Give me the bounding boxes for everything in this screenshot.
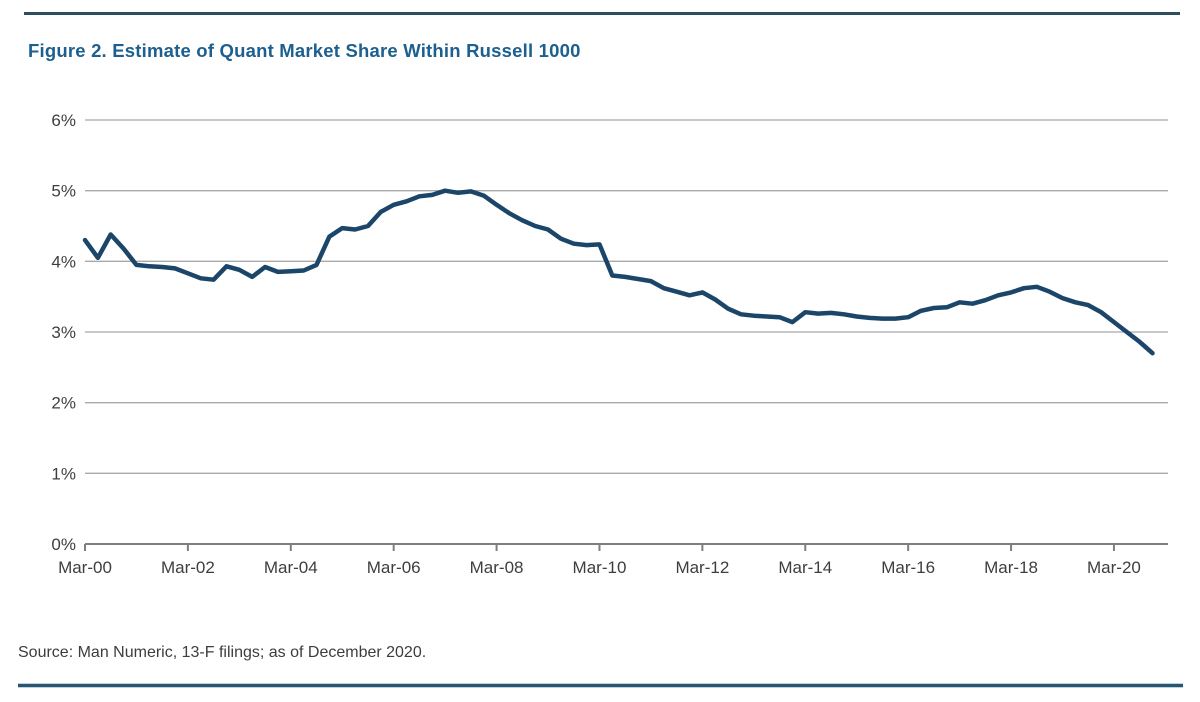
x-tick-label-Mar-18: Mar-18: [984, 558, 1038, 577]
x-tick-label-Mar-16: Mar-16: [881, 558, 935, 577]
y-tick-label-6%: 6%: [51, 111, 76, 130]
quant-market-share-series-line: [82, 188, 1155, 356]
x-tick-label-Mar-12: Mar-12: [675, 558, 729, 577]
y-tick-label-5%: 5%: [51, 182, 76, 201]
y-tick-label-0%: 0%: [51, 535, 76, 554]
x-tick-label-Mar-00: Mar-00: [58, 558, 112, 577]
figure-title: Figure 2. Estimate of Quant Market Share…: [28, 40, 581, 61]
x-tick-label-Mar-14: Mar-14: [778, 558, 832, 577]
bottom-divider: [18, 684, 1183, 687]
x-tick-label-Mar-20: Mar-20: [1087, 558, 1141, 577]
y-tick-label-2%: 2%: [51, 394, 76, 413]
x-tick-label-Mar-08: Mar-08: [470, 558, 524, 577]
y-tick-label-4%: 4%: [51, 252, 76, 271]
source-note: Source: Man Numeric, 13-F filings; as of…: [18, 644, 427, 661]
y-tick-label-3%: 3%: [51, 323, 76, 342]
quant-market-share-line-chart: 0% 1% 2% 3% 4% 5% 6% Mar-00 Mar-02 Mar-04 Mar-06 Ma…: [51, 111, 1168, 577]
x-tick-label-Mar-04: Mar-04: [264, 558, 318, 577]
x-tick-label-Mar-02: Mar-02: [161, 558, 215, 577]
y-tick-label-1%: 1%: [51, 464, 76, 483]
x-tick-label-Mar-06: Mar-06: [367, 558, 421, 577]
top-divider: [24, 12, 1180, 15]
x-tick-label-Mar-10: Mar-10: [573, 558, 627, 577]
